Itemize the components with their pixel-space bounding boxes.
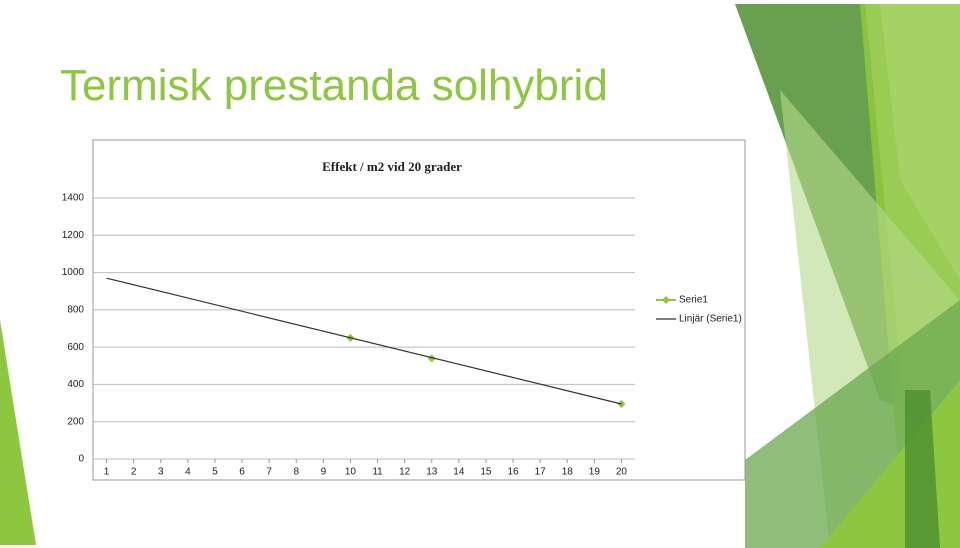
y-tick-label: 1000 xyxy=(62,267,85,278)
legend-marker xyxy=(662,296,670,304)
x-tick-label: 2 xyxy=(131,467,137,478)
trend-line xyxy=(106,277,622,405)
legend-label: Linjär (Serie1) xyxy=(679,314,742,325)
x-tick-label: 7 xyxy=(266,467,272,478)
legend-label: Serie1 xyxy=(679,295,708,306)
x-tick-label: 1 xyxy=(104,467,110,478)
x-tick-label: 16 xyxy=(507,467,519,478)
y-tick-label: 1400 xyxy=(62,193,85,204)
x-tick-label: 3 xyxy=(158,467,164,478)
y-tick-label: 200 xyxy=(67,416,84,427)
x-tick-label: 10 xyxy=(345,467,357,478)
x-tick-label: 14 xyxy=(453,467,465,478)
y-tick-label: 1200 xyxy=(62,230,85,241)
x-tick-label: 6 xyxy=(239,467,245,478)
y-tick-label: 800 xyxy=(67,304,84,315)
data-point xyxy=(427,354,436,363)
x-tick-label: 18 xyxy=(562,467,574,478)
x-tick-label: 11 xyxy=(372,467,383,478)
x-tick-label: 4 xyxy=(185,467,191,478)
x-tick-label: 9 xyxy=(321,467,327,478)
x-tick-label: 12 xyxy=(399,467,411,478)
chart-title: Effekt / m2 vid 20 grader xyxy=(322,159,462,174)
y-tick-label: 0 xyxy=(78,454,84,465)
slide-title: Termisk prestanda solhybrid xyxy=(60,61,608,110)
x-tick-label: 19 xyxy=(589,467,601,478)
x-tick-label: 17 xyxy=(535,467,547,478)
x-tick-label: 13 xyxy=(426,467,438,478)
y-tick-label: 600 xyxy=(67,342,84,353)
x-tick-label: 15 xyxy=(480,467,492,478)
x-tick-label: 5 xyxy=(212,467,218,478)
decoration xyxy=(0,4,960,548)
x-tick-label: 8 xyxy=(293,467,299,478)
y-tick-label: 400 xyxy=(67,379,84,390)
x-tick-label: 20 xyxy=(616,467,628,478)
